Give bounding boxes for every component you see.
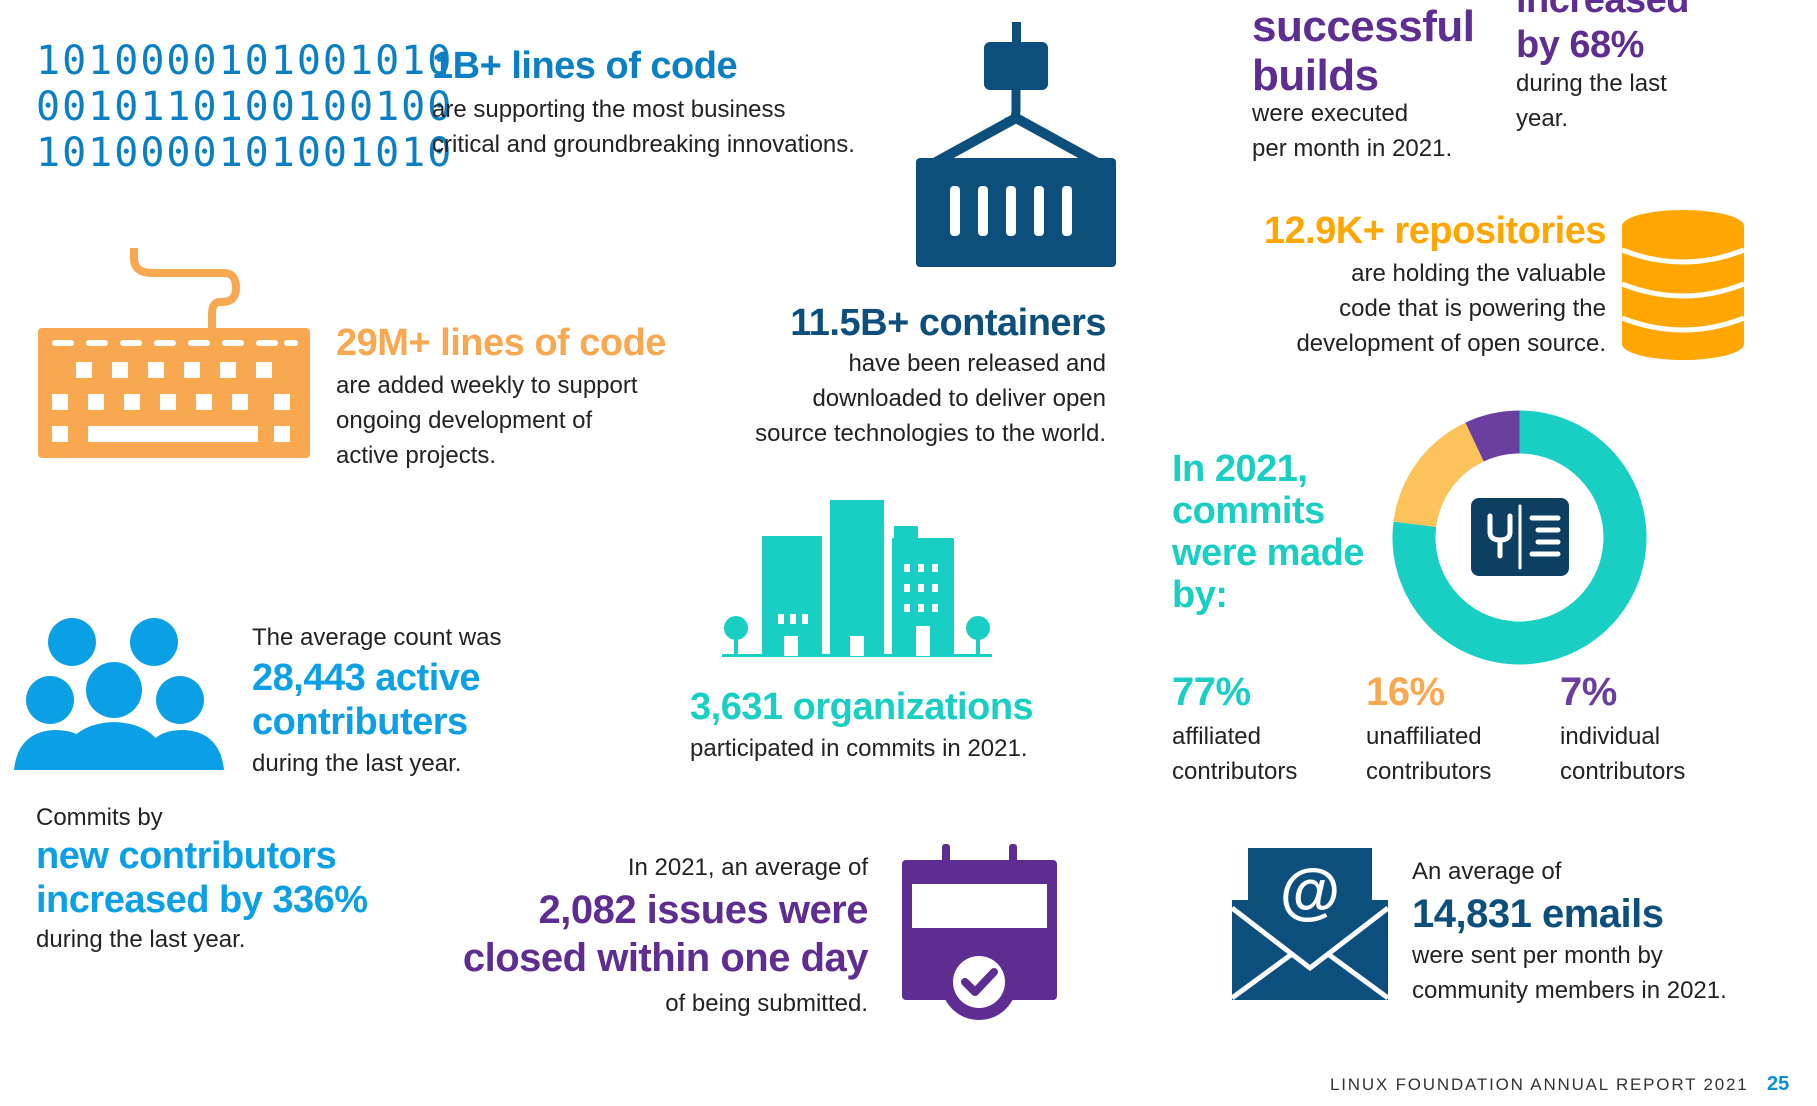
- donut-slice-affiliated-contributors: [1392, 410, 1647, 665]
- text-line: code that is powering the: [1339, 295, 1606, 322]
- svg-text:@: @: [1280, 857, 1340, 926]
- text-line: were made: [1172, 532, 1364, 574]
- text-line: individual: [1560, 723, 1661, 750]
- code-review-icon: [1487, 504, 1561, 570]
- repositories-headline: 12.9K+ repositories: [1263, 210, 1607, 252]
- breakdown-pct: 7%: [1560, 670, 1617, 714]
- text-line: development of open source.: [1296, 330, 1606, 357]
- breakdown-affiliated: 77% affiliated contributors: [1172, 670, 1297, 789]
- lines-of-code-headline: 1B+ lines of code: [432, 45, 738, 87]
- donut-slice-unaffiliated-contributors: [1393, 422, 1484, 527]
- donut-slice-individual-contributors: [1465, 410, 1520, 462]
- people-icon: [14, 618, 224, 770]
- organizations-headline: 3,631 organizations: [690, 686, 1034, 728]
- text-line: active projects.: [336, 442, 497, 469]
- increase-text: during the last year.: [1516, 66, 1667, 136]
- text-line: contributors: [1366, 758, 1492, 785]
- buildings-icon: [722, 500, 992, 657]
- issues-outro: of being submitted.: [665, 990, 868, 1017]
- text-line: closed within one day: [462, 936, 869, 980]
- breakdown-unaffiliated: 16% unaffiliated contributors: [1366, 670, 1491, 789]
- breakdown-individual: 7% individual contributors: [1560, 670, 1685, 789]
- text-line: are added weekly to support: [336, 372, 638, 399]
- commits-by-headline: In 2021, commits were made by:: [1172, 448, 1364, 616]
- text-line: affiliated: [1172, 723, 1261, 750]
- increase-headline: increased by 68%: [1516, 0, 1689, 68]
- text-line: unaffiliated: [1366, 723, 1482, 750]
- text-line: contributers: [252, 701, 468, 743]
- contributors-outro: during the last year.: [252, 750, 462, 777]
- weekly-code-headline: 29M+ lines of code: [336, 322, 666, 364]
- page-number: 25: [1767, 1073, 1790, 1095]
- text-line: are supporting the most business: [432, 96, 786, 123]
- breakdown-pct: 16%: [1366, 670, 1445, 714]
- text-line: successful: [1252, 2, 1475, 51]
- text-line: community members in 2021.: [1412, 977, 1727, 1004]
- new-contributors-outro: during the last year.: [36, 926, 246, 953]
- text-line: increased: [1516, 0, 1689, 21]
- lines-of-code-text: are supporting the most business critica…: [432, 92, 855, 162]
- text-line: were sent per month by: [1412, 942, 1663, 969]
- organizations-text: participated in commits in 2021.: [690, 735, 1028, 762]
- containers-text: have been released and downloaded to del…: [700, 346, 1106, 451]
- text-line: critical and groundbreaking innovations.: [432, 131, 855, 158]
- weekly-code-text: are added weekly to support ongoing deve…: [336, 368, 638, 473]
- binary-row: 1010000101001010: [36, 38, 454, 84]
- keyboard-icon: [38, 248, 310, 458]
- text-line: year.: [1516, 105, 1569, 132]
- text-line: ongoing development of: [336, 407, 593, 434]
- containers-headline: 11.5B+ containers: [790, 302, 1106, 344]
- emails-intro: An average of: [1412, 858, 1562, 885]
- builds-headline: successful builds: [1252, 2, 1475, 100]
- contributors-headline: 28,443 active contributers: [252, 656, 481, 744]
- shipping-container-icon: [916, 22, 1116, 267]
- text-line: were executed: [1252, 100, 1409, 127]
- text-line: during the last: [1516, 70, 1667, 97]
- binary-row: 0010110100100100: [36, 84, 454, 130]
- text-line: contributors: [1172, 758, 1298, 785]
- text-line: have been released and: [848, 350, 1106, 377]
- breakdown-pct: 77%: [1172, 670, 1251, 714]
- text-line: downloaded to deliver open: [812, 385, 1106, 412]
- report-footer: LINUX FOUNDATION ANNUAL REPORT 2021: [1330, 1075, 1749, 1094]
- issues-headline: 2,082 issues were closed within one day: [430, 886, 869, 982]
- text-line: 2,082 issues were: [538, 888, 868, 932]
- text-line: by 68%: [1516, 24, 1644, 66]
- text-line: builds: [1252, 51, 1379, 100]
- text-line: source technologies to the world.: [755, 420, 1106, 447]
- repositories-text: are holding the valuable code that is po…: [1200, 256, 1606, 361]
- text-line: commits: [1172, 490, 1325, 532]
- text-line: by:: [1172, 574, 1228, 616]
- builds-text: were executed per month in 2021.: [1252, 96, 1452, 166]
- text-line: new contributors: [36, 835, 337, 877]
- email-envelope-icon: @: [1230, 848, 1390, 1001]
- binary-graphic: 1010000101001010 0010110100100100 101000…: [36, 38, 453, 176]
- new-contributors-intro: Commits by: [36, 804, 163, 831]
- emails-headline: 14,831 emails: [1412, 892, 1664, 936]
- contributors-intro: The average count was: [252, 624, 502, 651]
- calendar-check-icon: [902, 844, 1057, 1020]
- binary-row: 1010000101001010: [36, 130, 454, 176]
- text-line: 28,443 active: [252, 657, 481, 699]
- text-line: are holding the valuable: [1351, 260, 1606, 287]
- new-contributors-headline: new contributors increased by 336%: [36, 834, 368, 922]
- text-line: per month in 2021.: [1252, 135, 1453, 162]
- text-line: increased by 336%: [36, 879, 368, 921]
- issues-intro: In 2021, an average of: [627, 854, 868, 881]
- contributor-donut-chart: [1392, 410, 1647, 665]
- text-line: contributors: [1560, 758, 1686, 785]
- text-line: In 2021,: [1172, 448, 1308, 490]
- emails-text: were sent per month by community members…: [1412, 938, 1727, 1008]
- database-icon: [1621, 210, 1745, 360]
